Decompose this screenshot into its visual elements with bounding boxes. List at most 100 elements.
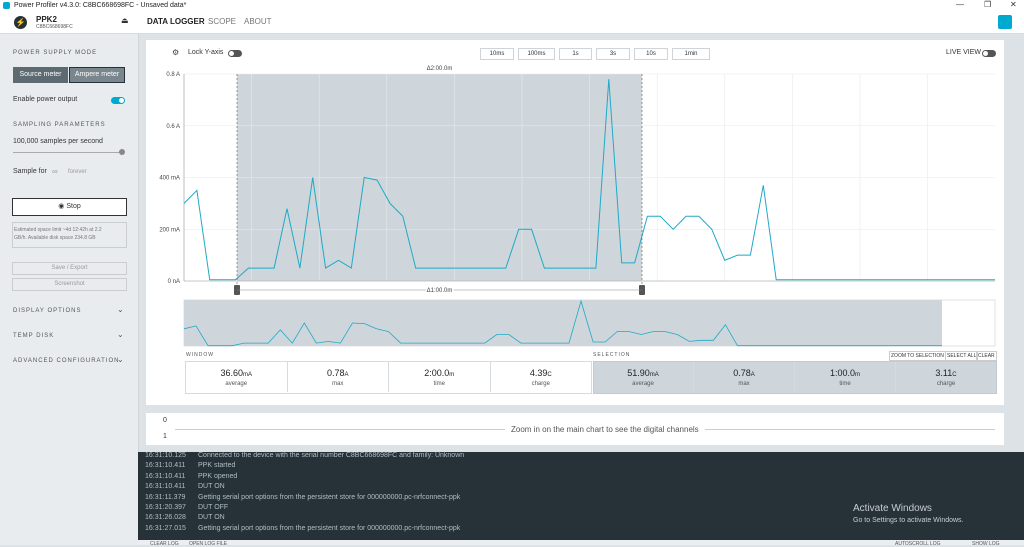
label: Sample for (13, 168, 47, 175)
stat-cell: 36.60mA average (186, 362, 288, 392)
stat-value: 4.39C (491, 368, 592, 378)
info-line: GB/h. Available disk space 234.8 GB (14, 235, 96, 241)
stat-unit: C (952, 372, 957, 378)
power-toggle[interactable] (111, 97, 125, 104)
chevron[interactable]: ⌄ (117, 330, 124, 339)
stat-cell: 51.90mA average (593, 362, 694, 392)
stat-unit: m (449, 372, 455, 378)
live-toggle[interactable] (982, 50, 996, 57)
live-label: LIVE VIEW (946, 49, 982, 56)
time-button[interactable]: 100ms (518, 48, 555, 60)
stop-button[interactable]: ◉ Stop (12, 198, 127, 216)
label: 100,000 samples per second (13, 138, 103, 145)
device-name[interactable]: PPK2 (36, 15, 57, 24)
time-button[interactable]: 3s (596, 48, 630, 60)
y-tick-label: 0.6 A (166, 124, 180, 130)
stat-number: 0.78 (326, 368, 345, 378)
log-time: 16:31:10.125 (145, 452, 186, 459)
eject[interactable]: ⏏ (121, 16, 129, 25)
lock-label: Lock Y-axis (188, 49, 224, 56)
stat-value: 0.78A (694, 368, 794, 378)
stat-value: 1:00.0m (795, 368, 895, 378)
stat-number: 51.90 (627, 368, 650, 378)
log-time: 16:31:10.411 (145, 462, 186, 470)
stat-cell: 0.78A max (288, 362, 389, 392)
overview-trace (183, 299, 942, 347)
stat-number: 2:00.0 (424, 368, 450, 378)
save-button[interactable]: Save / Export (12, 262, 127, 275)
mode-button[interactable]: Ampere meter (69, 67, 125, 83)
stat-label: charge (531, 381, 550, 387)
stats-action[interactable]: SELECT ALL (945, 351, 979, 361)
stop-label: Stop (66, 203, 81, 210)
minimize[interactable]: — (956, 0, 964, 9)
log-time: 16:31:10.411 (145, 472, 186, 480)
stat-unit: m (855, 372, 861, 378)
sidebar: POWER SUPPLY MODE Source meter Ampere me… (0, 34, 139, 545)
stat-value: 51.90mA (593, 368, 693, 378)
slider-track[interactable] (13, 152, 123, 153)
stat-label: max (738, 381, 750, 387)
collapsible[interactable]: TEMP DISK (13, 333, 55, 339)
lock-toggle[interactable] (228, 50, 242, 57)
close[interactable]: ✕ (1010, 0, 1017, 9)
duration-select[interactable]: forever (68, 169, 87, 175)
window-title: Power Profiler v4.3.0: C8BC668698FC - Un… (14, 2, 187, 9)
chevron[interactable]: ⌄ (117, 355, 124, 364)
collapsible[interactable]: DISPLAY OPTIONS (13, 308, 82, 314)
stat-unit: A (750, 372, 755, 378)
info-box: Estimated space limit ~4d 12:42h at 2.2 … (12, 222, 127, 248)
log-time: 16:31:11.379 (145, 493, 186, 501)
stat-label: average (225, 381, 248, 387)
stat-unit: A (344, 372, 349, 378)
chevron[interactable]: ⌄ (117, 305, 124, 314)
stat-value: 36.60mA (186, 368, 287, 378)
channel-label: 1 (163, 433, 167, 440)
slider-thumb[interactable] (119, 149, 125, 155)
tab[interactable]: ABOUT (244, 17, 272, 26)
stats-action[interactable]: ZOOM TO SELECTION (889, 351, 946, 361)
time-button[interactable]: 1min (672, 48, 710, 60)
log-message: DUT ON (198, 483, 225, 491)
footer-button[interactable]: CLEAR LOG (150, 541, 179, 547)
label: Enable power output (13, 96, 78, 103)
settings-icon[interactable]: ⚙ (172, 48, 180, 57)
footer-button[interactable]: OPEN LOG FILE (189, 541, 228, 547)
log-time: 16:31:20.397 (145, 504, 186, 511)
log-time: 16:31:27.015 (145, 524, 186, 532)
nordic-logo (998, 15, 1012, 29)
log-message: PPK started (198, 462, 236, 470)
digital-message: Zoom in on the main chart to see the dig… (505, 425, 705, 434)
y-tick-label: 0.8 A (166, 72, 180, 78)
mode-button[interactable]: Source meter (13, 67, 68, 83)
device-serial: C8BC668698FC (36, 24, 73, 30)
collapsible[interactable]: ADVANCED CONFIGURATION (13, 358, 120, 364)
time-button[interactable]: 10s (634, 48, 668, 60)
channel-label: 0 (163, 417, 167, 424)
stat-unit: mA (243, 372, 253, 378)
tab[interactable]: SCOPE (208, 17, 237, 26)
header: ⚡ PPK2 C8BC668698FC ⏏ DATA LOGGER SCOPE … (0, 12, 1024, 34)
log-message: Getting serial port options from the per… (198, 524, 461, 532)
screenshot-button[interactable]: Screenshot (12, 278, 127, 291)
stat-value: 0.78A (288, 368, 389, 378)
current-trace (183, 79, 995, 281)
record-icon: ◉ (58, 203, 65, 210)
log-panel (138, 452, 1024, 540)
footer (138, 540, 1024, 545)
stat-cell: 4.39C charge (491, 362, 592, 392)
stats-action[interactable]: CLEAR (976, 351, 997, 361)
stat-value: 2:00.0m (389, 368, 490, 378)
time-button[interactable]: 10ms (480, 48, 514, 60)
stat-cell: 3.11C charge (896, 362, 996, 392)
time-button[interactable]: 1s (559, 48, 592, 60)
y-tick-label: 0 nA (168, 279, 180, 285)
stat-unit: mA (649, 372, 659, 378)
stat-cell: 2:00.0m time (389, 362, 491, 392)
tab[interactable]: DATA LOGGER (147, 17, 205, 26)
selection-stats-box (593, 361, 997, 394)
maximize[interactable]: ❐ (984, 0, 992, 9)
device-icon: ⚡ (14, 16, 27, 29)
y-tick-label: 400 mA (159, 176, 180, 182)
